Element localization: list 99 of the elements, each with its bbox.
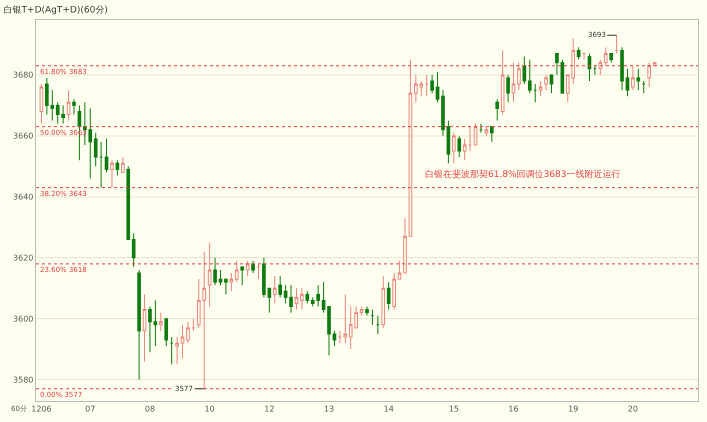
candlestick — [88, 108, 92, 179]
candlestick — [642, 80, 646, 94]
candlestick — [500, 50, 504, 115]
candlestick — [50, 90, 54, 122]
candlestick — [137, 269, 141, 380]
candlestick — [593, 65, 597, 76]
candlestick — [636, 68, 640, 91]
candlestick — [126, 166, 130, 240]
candlestick — [251, 260, 255, 274]
candlestick — [268, 288, 272, 314]
candlestick — [132, 232, 136, 268]
candlestick — [522, 56, 526, 85]
candlestick — [99, 141, 103, 188]
x-tick-label: 19 — [568, 404, 578, 414]
candlestick — [158, 312, 163, 332]
candlestick — [550, 74, 554, 94]
candlestick — [604, 46, 608, 66]
candlestick — [370, 309, 374, 326]
candlestick — [614, 34, 618, 54]
candlestick — [495, 98, 500, 122]
y-tick-label: 3640 — [13, 192, 34, 202]
candlestick — [192, 318, 196, 332]
candlestick — [316, 284, 320, 308]
candlestick — [256, 263, 260, 280]
candlestick — [484, 126, 488, 136]
candlestick — [424, 74, 429, 97]
y-tick-label: 3660 — [13, 132, 34, 141]
candlestick — [474, 123, 478, 146]
candlestick — [544, 74, 548, 91]
x-tick-label: 13 — [324, 404, 334, 414]
candlestick — [272, 276, 277, 304]
candlestick — [647, 62, 651, 88]
candlestick — [386, 282, 391, 310]
candlestick — [310, 296, 315, 308]
x-tick-label: 20 — [628, 404, 638, 414]
candlestick — [571, 38, 576, 85]
candlestick — [533, 84, 538, 103]
x-tick-label: 16 — [508, 404, 519, 414]
candlestick — [104, 138, 108, 173]
candlestick — [609, 53, 614, 64]
candlestick — [116, 160, 120, 176]
candlestick — [582, 53, 586, 60]
candlestick — [468, 126, 472, 152]
candlestick — [142, 294, 146, 362]
candlestick — [462, 138, 466, 161]
candlestick — [110, 160, 114, 188]
candlestick — [72, 98, 76, 115]
candlestick — [120, 156, 125, 173]
candlestick — [566, 74, 570, 103]
candlestick — [208, 242, 212, 308]
x-tick-label: 10 — [204, 404, 215, 414]
candlestick — [234, 260, 239, 283]
candlestick — [490, 126, 494, 142]
x-tick-label: 07 — [85, 404, 96, 414]
y-tick-label: 3580 — [13, 375, 34, 384]
x-tick-label: 14 — [384, 404, 394, 414]
candlestick — [528, 59, 532, 94]
y-tick-label: 3600 — [13, 314, 34, 324]
candlestick — [343, 294, 348, 344]
candlestick — [576, 46, 580, 60]
candlestick — [457, 135, 462, 158]
chart-title: 白银T+D(AgT+D)(60分) — [4, 4, 108, 16]
candlestick — [376, 315, 380, 334]
y-tick-label: 3620 — [13, 254, 34, 263]
candlestick — [246, 260, 250, 277]
candlestick — [164, 318, 168, 347]
candlestick — [262, 257, 266, 298]
candlestick — [45, 77, 49, 115]
candlestick — [278, 276, 282, 298]
candlestick — [56, 102, 60, 124]
candlestick — [631, 65, 635, 91]
x-tick-label: 08 — [144, 404, 156, 414]
candlestick — [61, 104, 65, 124]
candlestick — [506, 74, 510, 103]
candlestick — [230, 272, 234, 292]
candlestick — [419, 80, 424, 97]
candlestick — [588, 53, 592, 82]
x-tick-label: 15 — [448, 404, 459, 414]
candlestick — [381, 276, 386, 328]
y-tick-label: 3680 — [13, 70, 34, 80]
candlestick — [170, 336, 174, 365]
candlestick — [598, 59, 602, 76]
candlestick — [348, 306, 353, 350]
x-tick-label: 1206 — [31, 404, 52, 414]
candlestick — [202, 251, 206, 390]
x-tick-label: 12 — [264, 404, 274, 414]
candlestick — [305, 290, 310, 304]
candlestick — [338, 330, 342, 344]
candlestick — [365, 306, 369, 316]
candlestick — [66, 90, 70, 122]
candlestick — [479, 123, 483, 134]
candlestick — [240, 266, 244, 286]
annotation: 白银在斐波那契61.8%回调位3683一线附近运行 — [425, 169, 620, 180]
candlestick — [196, 278, 201, 328]
candlestick — [94, 132, 98, 167]
candlestick — [538, 80, 542, 97]
candlestick — [414, 74, 418, 103]
candlestick — [40, 84, 44, 124]
candlestick — [452, 132, 456, 164]
